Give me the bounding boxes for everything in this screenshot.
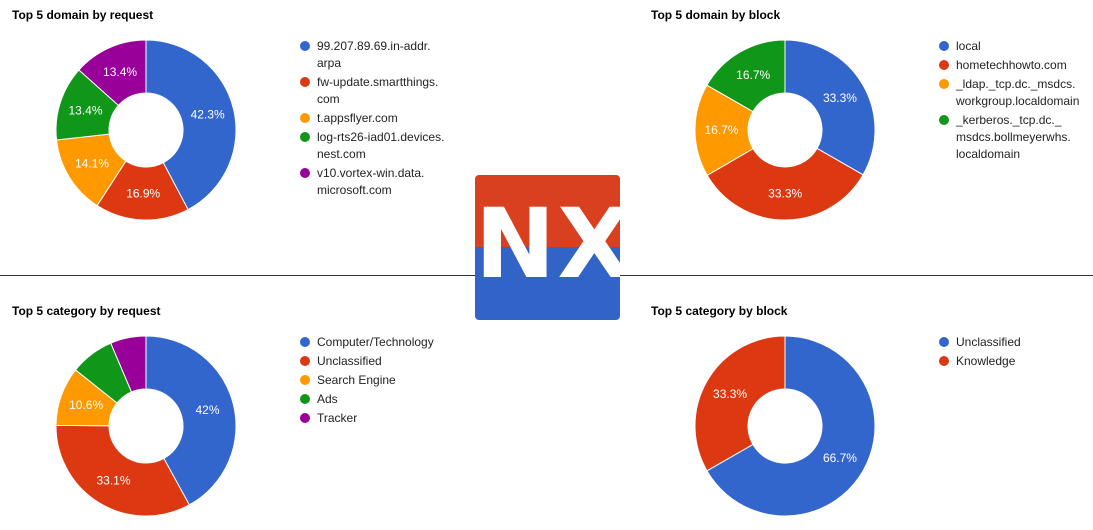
chart-legend: Computer/Technology Unclassified Search En…	[300, 334, 434, 429]
chart-legend: local hometechhowto.com _ldap._tcp.dc._msd…	[939, 38, 1079, 165]
legend-label: _kerberos._tcp.dc._ msdcs.bollmeyerwhs. …	[956, 113, 1071, 161]
slice-label: 16.7%	[736, 68, 770, 82]
legend-item[interactable]: t.appsflyer.com	[300, 110, 444, 127]
legend-label: Computer/Technology	[317, 335, 434, 349]
legend-label: fw-update.smartthings. com	[317, 75, 439, 106]
slice-label: 42.3%	[191, 108, 225, 122]
legend-color-swatch	[939, 337, 949, 347]
pie-slice[interactable]	[96, 160, 189, 221]
slice-label: 13.4%	[68, 104, 102, 118]
legend-item[interactable]: local	[939, 38, 1079, 55]
legend-color-swatch	[939, 356, 949, 366]
legend-label: v10.vortex-win.data. microsoft.com	[317, 166, 425, 197]
chart-legend: Unclassified Knowledge	[939, 334, 1021, 372]
legend-label: Unclassified	[956, 335, 1021, 349]
legend-color-swatch	[300, 394, 310, 404]
chart-title: Top 5 domain by request	[12, 8, 154, 22]
legend-color-swatch	[300, 337, 310, 347]
legend-label: t.appsflyer.com	[317, 111, 398, 125]
legend-color-swatch	[300, 113, 310, 123]
logo-text: NX	[475, 188, 620, 300]
legend-color-swatch	[939, 41, 949, 51]
legend-color-swatch	[300, 168, 310, 178]
legend-label: Knowledge	[956, 354, 1016, 368]
chart-legend: 99.207.89.69.in-addr. arpa fw-update.smar…	[300, 38, 444, 201]
legend-color-swatch	[300, 375, 310, 385]
legend-color-swatch	[300, 41, 310, 51]
slice-label: 33.3%	[713, 387, 747, 401]
logo-top-half	[475, 175, 620, 247]
slice-label: 33.1%	[96, 474, 130, 488]
nx-logo: NX	[475, 175, 620, 320]
legend-label: _ldap._tcp.dc._msdcs. workgroup.localdom…	[956, 77, 1080, 108]
legend-item[interactable]: _kerberos._tcp.dc._ msdcs.bollmeyerwhs. …	[939, 112, 1079, 163]
legend-color-swatch	[300, 132, 310, 142]
legend-item[interactable]: Unclassified	[300, 353, 434, 370]
slice-label: 14.1%	[75, 156, 109, 170]
slice-label: 16.7%	[704, 123, 738, 137]
chart-title: Top 5 domain by block	[651, 8, 781, 22]
slice-label: 66.7%	[823, 451, 857, 465]
legend-item[interactable]: Knowledge	[939, 353, 1021, 370]
legend-color-swatch	[939, 115, 949, 125]
slice-label: 13.4%	[103, 65, 137, 79]
chart-title: Top 5 category by request	[12, 304, 161, 318]
slice-label: 33.3%	[823, 91, 857, 105]
legend-item[interactable]: v10.vortex-win.data. microsoft.com	[300, 165, 444, 199]
chart-title: Top 5 category by block	[651, 304, 788, 318]
slice-label: 16.9%	[126, 186, 160, 200]
slice-label: 42%	[195, 403, 219, 417]
logo-bottom-half	[475, 247, 620, 320]
pie-slice[interactable]	[110, 335, 147, 393]
legend-color-swatch	[939, 79, 949, 89]
legend-item[interactable]: Computer/Technology	[300, 334, 434, 351]
legend-item[interactable]: hometechhowto.com	[939, 57, 1079, 74]
legend-color-swatch	[300, 413, 310, 423]
slice-label: 33.3%	[768, 186, 802, 200]
legend-color-swatch	[939, 60, 949, 70]
pie-slice[interactable]	[784, 39, 876, 176]
pie-slice[interactable]	[55, 424, 191, 517]
legend-label: Unclassified	[317, 354, 382, 368]
legend-item[interactable]: Unclassified	[939, 334, 1021, 351]
legend-item[interactable]: 99.207.89.69.in-addr. arpa	[300, 38, 444, 72]
legend-label: local	[956, 39, 981, 53]
pie-slice[interactable]	[145, 39, 237, 211]
legend-label: hometechhowto.com	[956, 58, 1067, 72]
slice-label: 10.6%	[69, 398, 103, 412]
pie-slice[interactable]	[706, 335, 876, 517]
legend-item[interactable]: Ads	[300, 391, 434, 408]
legend-label: Ads	[317, 392, 338, 406]
legend-item[interactable]: Tracker	[300, 410, 434, 427]
pie-slice[interactable]	[78, 39, 147, 107]
pie-slice[interactable]	[145, 335, 237, 506]
pie-slice[interactable]	[706, 39, 786, 113]
legend-item[interactable]: Search Engine	[300, 372, 434, 389]
legend-item[interactable]: log-rts26-iad01.devices. nest.com	[300, 129, 444, 163]
legend-item[interactable]: _ldap._tcp.dc._msdcs. workgroup.localdom…	[939, 76, 1079, 110]
legend-item[interactable]: fw-update.smartthings. com	[300, 74, 444, 108]
legend-label: Search Engine	[317, 373, 396, 387]
legend-label: 99.207.89.69.in-addr. arpa	[317, 39, 431, 70]
legend-color-swatch	[300, 356, 310, 366]
legend-label: Tracker	[317, 411, 358, 425]
legend-label: log-rts26-iad01.devices. nest.com	[317, 130, 445, 161]
legend-color-swatch	[300, 77, 310, 87]
pie-slice[interactable]	[694, 335, 786, 472]
pie-slice[interactable]	[706, 147, 864, 221]
